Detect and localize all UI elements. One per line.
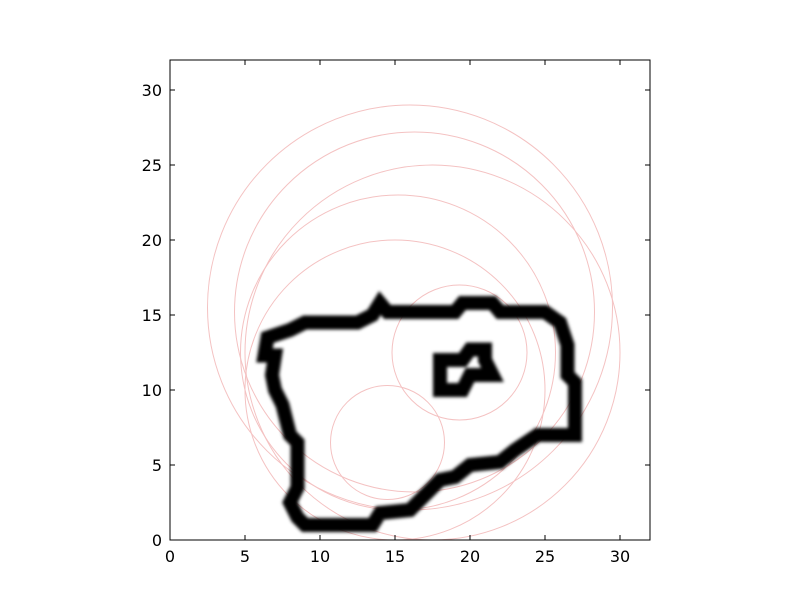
y-tick-label: 30 [142, 81, 162, 100]
plot-frame [169, 59, 651, 541]
y-tick-label: 0 [152, 531, 162, 550]
x-axis: 0 5 10 15 20 25 30 [165, 60, 630, 566]
circle-7 [391, 284, 528, 421]
y-tick-label: 25 [142, 156, 162, 175]
shapes-group [256, 291, 582, 532]
inner-outline [433, 342, 504, 397]
y-tick-label: 10 [142, 381, 162, 400]
y-tick-label: 15 [142, 306, 162, 325]
x-tick-label: 20 [460, 547, 480, 566]
x-tick-label: 30 [610, 547, 630, 566]
x-tick-label: 5 [240, 547, 250, 566]
y-tick-label: 5 [152, 456, 162, 475]
y-tick-label: 20 [142, 231, 162, 250]
x-tick-label: 15 [385, 547, 405, 566]
x-tick-label: 25 [535, 547, 555, 566]
circle-2 [234, 131, 595, 493]
circle-6 [330, 385, 445, 500]
y-axis: 0 5 10 15 20 25 30 [142, 81, 650, 550]
outer-outline [256, 291, 582, 532]
x-tick-label: 0 [165, 547, 175, 566]
x-tick-label: 10 [310, 547, 330, 566]
